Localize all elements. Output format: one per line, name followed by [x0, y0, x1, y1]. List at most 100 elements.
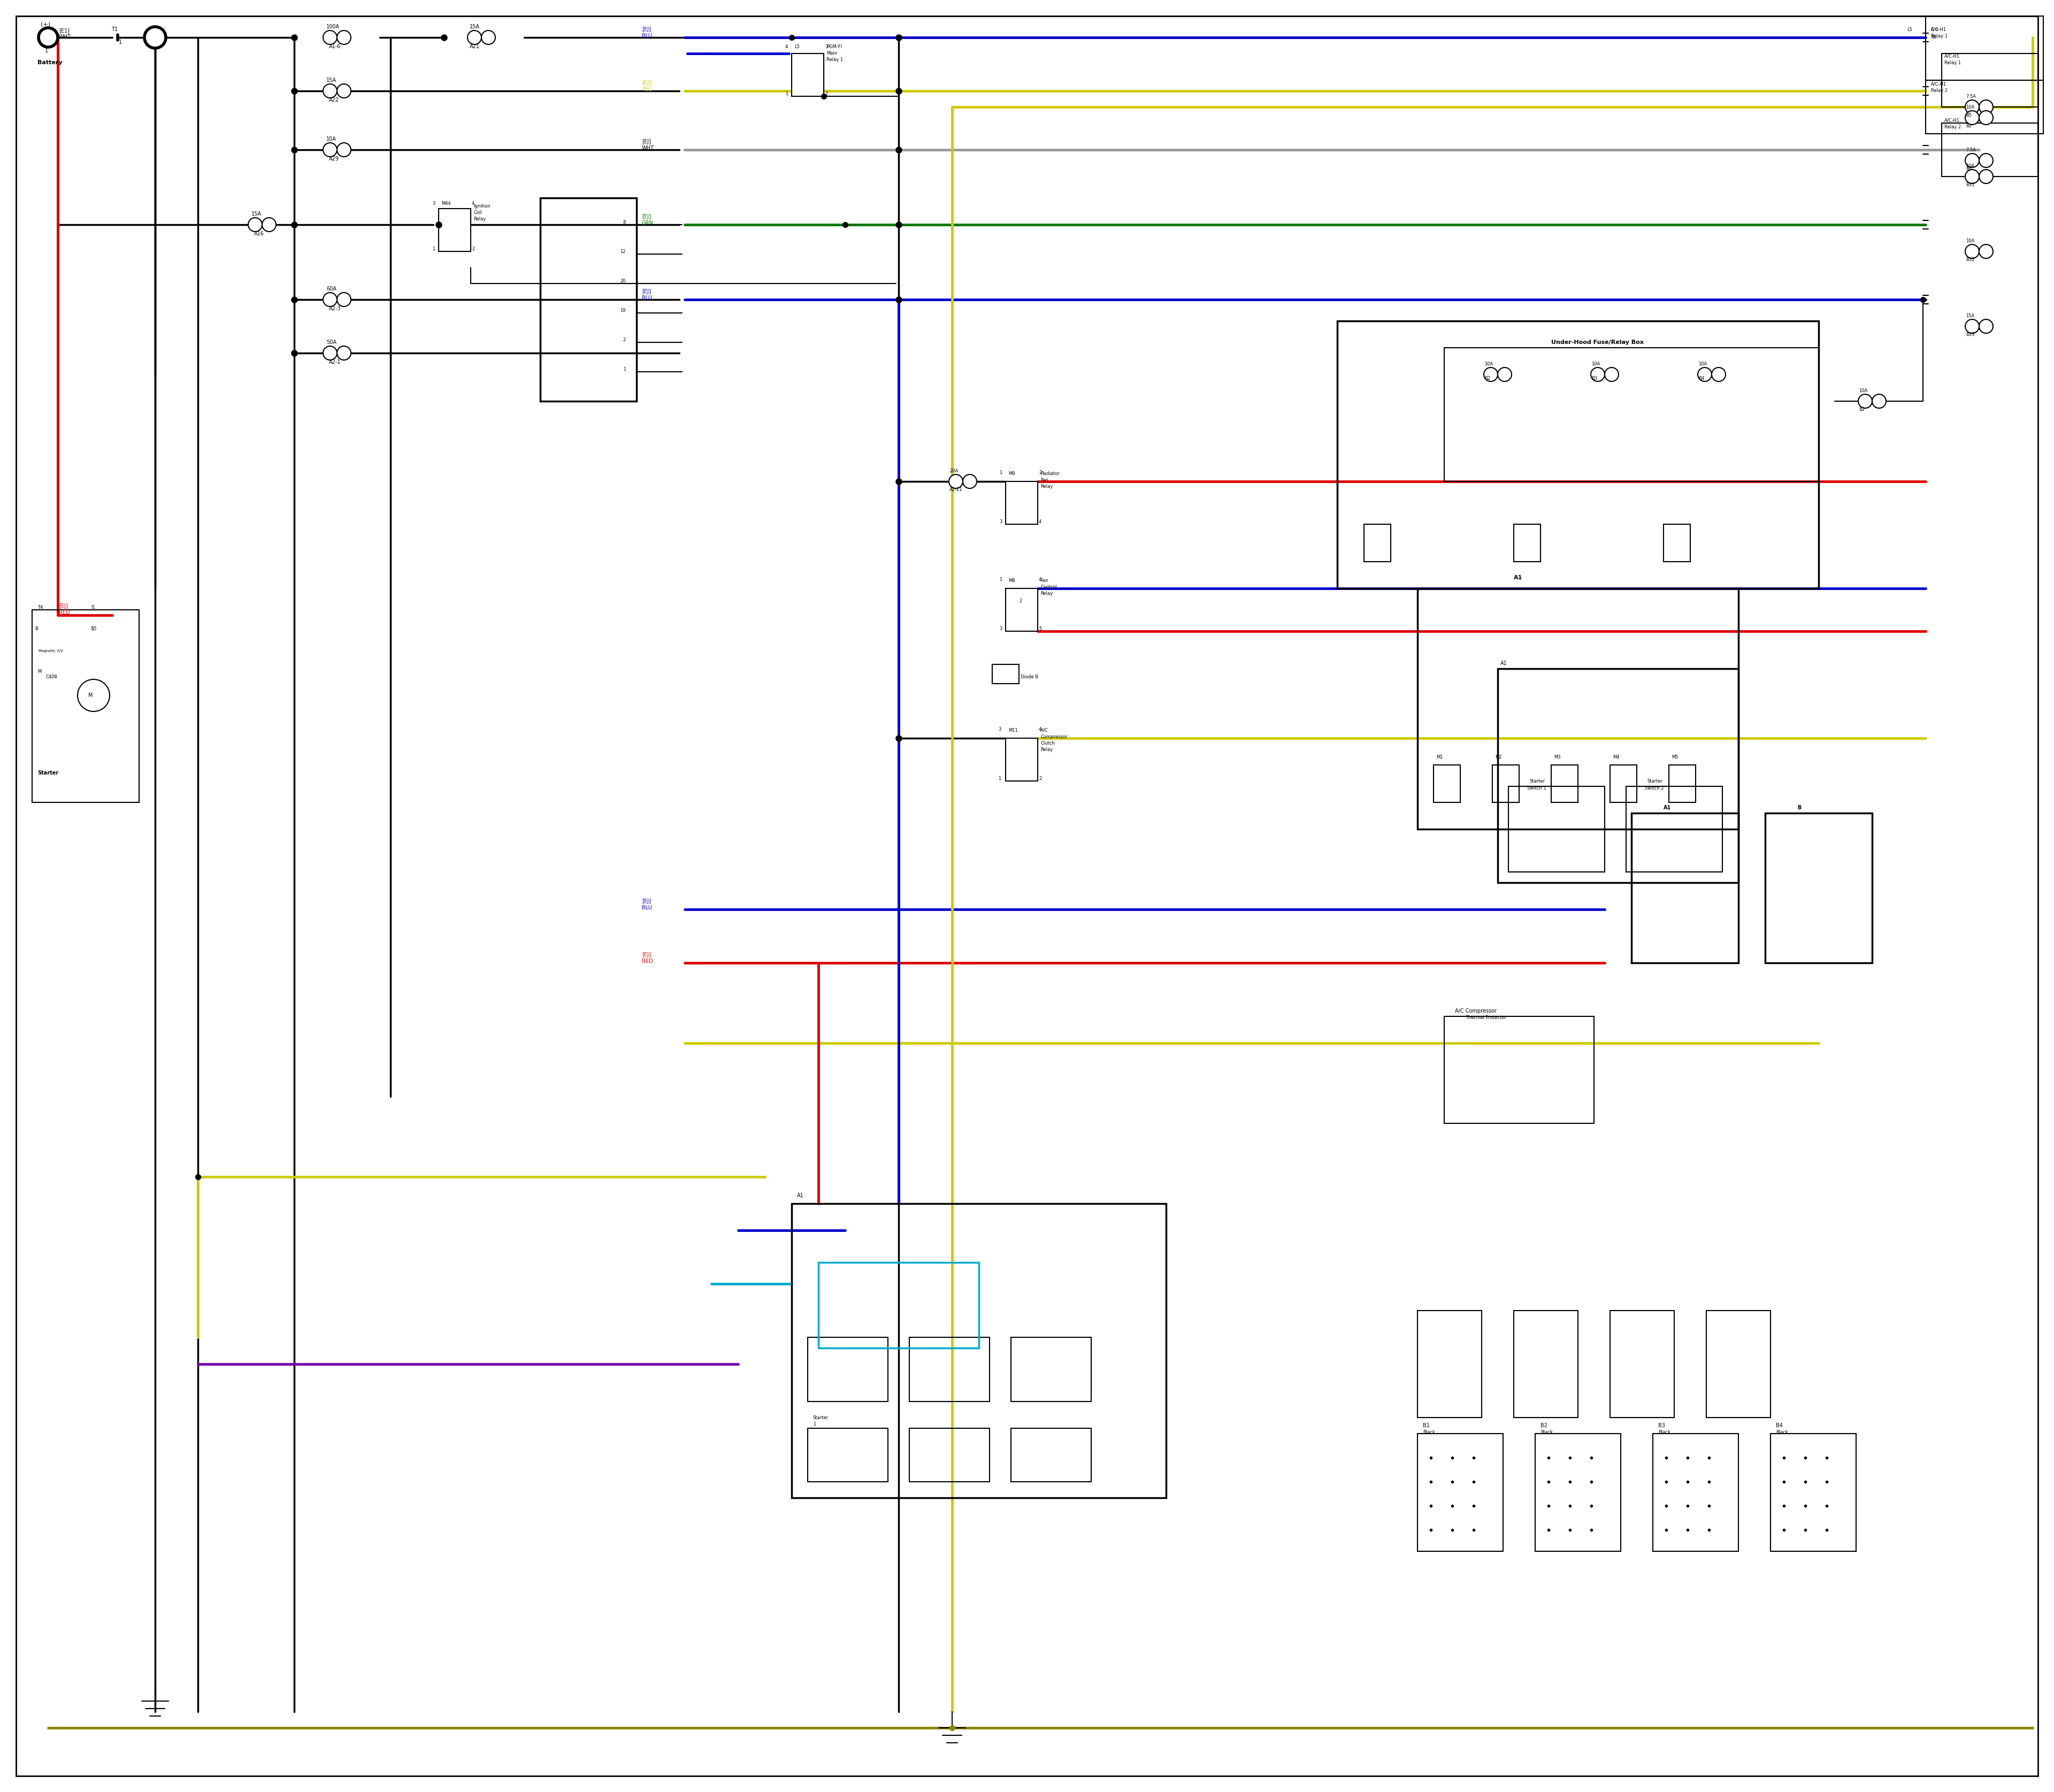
Bar: [910, 1428, 990, 1482]
Text: Switch 1: Switch 1: [1526, 787, 1547, 790]
Circle shape: [322, 143, 337, 156]
Text: S: S: [90, 627, 94, 631]
Text: B2: B2: [1859, 407, 1865, 412]
Bar: [807, 1428, 887, 1482]
Bar: [1417, 1434, 1504, 1552]
Circle shape: [1497, 367, 1512, 382]
Text: Coil: Coil: [472, 210, 483, 215]
Bar: [1417, 1310, 1481, 1417]
Bar: [910, 1337, 990, 1401]
Bar: [1417, 588, 1738, 830]
Text: 1: 1: [998, 470, 1002, 475]
Bar: [1364, 525, 1391, 561]
Text: B5: B5: [1966, 113, 1972, 118]
Text: Relay: Relay: [1041, 591, 1054, 597]
Circle shape: [1980, 100, 1992, 115]
Text: 1: 1: [119, 39, 121, 45]
Text: 20A: 20A: [949, 468, 957, 473]
Text: B31: B31: [1966, 183, 1974, 186]
Text: L5: L5: [1906, 27, 1912, 32]
Text: Thermal Protector: Thermal Protector: [1467, 1016, 1506, 1020]
Text: B2: B2: [1540, 1423, 1547, 1428]
Text: [EJ]: [EJ]: [60, 604, 68, 609]
Text: 4: 4: [1039, 728, 1041, 731]
Text: A/C Compressor: A/C Compressor: [1454, 1009, 1497, 1014]
Circle shape: [337, 30, 351, 45]
Text: Compressor: Compressor: [1041, 735, 1068, 740]
Bar: [1006, 482, 1037, 525]
Text: 10A: 10A: [1699, 362, 1707, 366]
Text: B: B: [1797, 805, 1801, 810]
Text: B1: B1: [1423, 1423, 1430, 1428]
Bar: [1610, 1310, 1674, 1417]
Text: Starter: Starter: [813, 1416, 828, 1421]
Text: 5: 5: [1039, 627, 1041, 631]
Text: M9: M9: [1009, 471, 1015, 477]
Text: A1: A1: [797, 1193, 803, 1199]
Text: A1: A1: [1499, 661, 1508, 667]
Bar: [1514, 525, 1540, 561]
Bar: [33, 609, 140, 803]
Bar: [1610, 765, 1637, 803]
Text: 50A: 50A: [327, 340, 337, 346]
Text: 10A: 10A: [1966, 106, 1974, 109]
Text: M5: M5: [1672, 754, 1678, 760]
Text: RED: RED: [641, 959, 653, 964]
Text: 10A: 10A: [1966, 163, 1974, 168]
Text: A1: A1: [1664, 805, 1672, 810]
Text: BLU: BLU: [641, 34, 651, 38]
Text: YEL: YEL: [641, 86, 651, 91]
Bar: [1534, 1434, 1621, 1552]
Text: A29: A29: [329, 156, 339, 161]
Bar: [1337, 321, 1818, 588]
Text: M1: M1: [1436, 754, 1442, 760]
Text: [EJ]: [EJ]: [641, 81, 651, 86]
Text: Under-Hood Fuse/Relay Box: Under-Hood Fuse/Relay Box: [1551, 340, 1643, 346]
Text: 100A: 100A: [327, 23, 339, 29]
Text: Black: Black: [1777, 1430, 1789, 1435]
Circle shape: [249, 217, 263, 231]
Text: BLU: BLU: [641, 905, 651, 910]
Circle shape: [1699, 367, 1711, 382]
Circle shape: [337, 346, 351, 360]
Circle shape: [481, 30, 495, 45]
Bar: [1434, 765, 1460, 803]
Circle shape: [322, 292, 337, 306]
Text: A/C-H1: A/C-H1: [1945, 118, 1960, 124]
Text: M44: M44: [442, 201, 450, 206]
Circle shape: [337, 84, 351, 99]
Text: A22: A22: [329, 97, 339, 102]
Bar: [1497, 668, 1738, 883]
Text: 1: 1: [998, 776, 1000, 781]
Text: Relay 2: Relay 2: [1931, 88, 1947, 93]
Text: Radiator: Radiator: [1041, 471, 1060, 477]
Text: A16: A16: [255, 231, 265, 237]
Text: L5: L5: [795, 45, 799, 48]
Circle shape: [949, 475, 963, 489]
Bar: [807, 1337, 887, 1401]
Text: 1: 1: [998, 577, 1002, 582]
Circle shape: [1980, 111, 1992, 125]
Text: Main: Main: [826, 50, 838, 56]
Circle shape: [1859, 394, 1871, 409]
Text: A21: A21: [470, 43, 481, 48]
Text: [EJ]: [EJ]: [641, 289, 651, 294]
Text: A/C: A/C: [1041, 728, 1048, 733]
Text: 4: 4: [785, 45, 789, 48]
Text: 19: 19: [620, 308, 626, 314]
Text: 8: 8: [622, 220, 626, 224]
Text: B: B: [35, 627, 37, 631]
Circle shape: [1711, 367, 1725, 382]
Text: GRN: GRN: [641, 220, 653, 226]
Text: I1: I1: [90, 606, 94, 609]
Bar: [1771, 1434, 1857, 1552]
Text: 10A: 10A: [1485, 362, 1493, 366]
Text: BLU: BLU: [641, 296, 651, 301]
Text: B3: B3: [1658, 1423, 1666, 1428]
Text: A/C-H1: A/C-H1: [1931, 82, 1947, 86]
Text: 15A: 15A: [470, 23, 481, 29]
Text: 2: 2: [1039, 470, 1041, 475]
Text: Relay: Relay: [1041, 747, 1054, 753]
Circle shape: [39, 29, 58, 47]
Text: 4: 4: [472, 201, 474, 206]
